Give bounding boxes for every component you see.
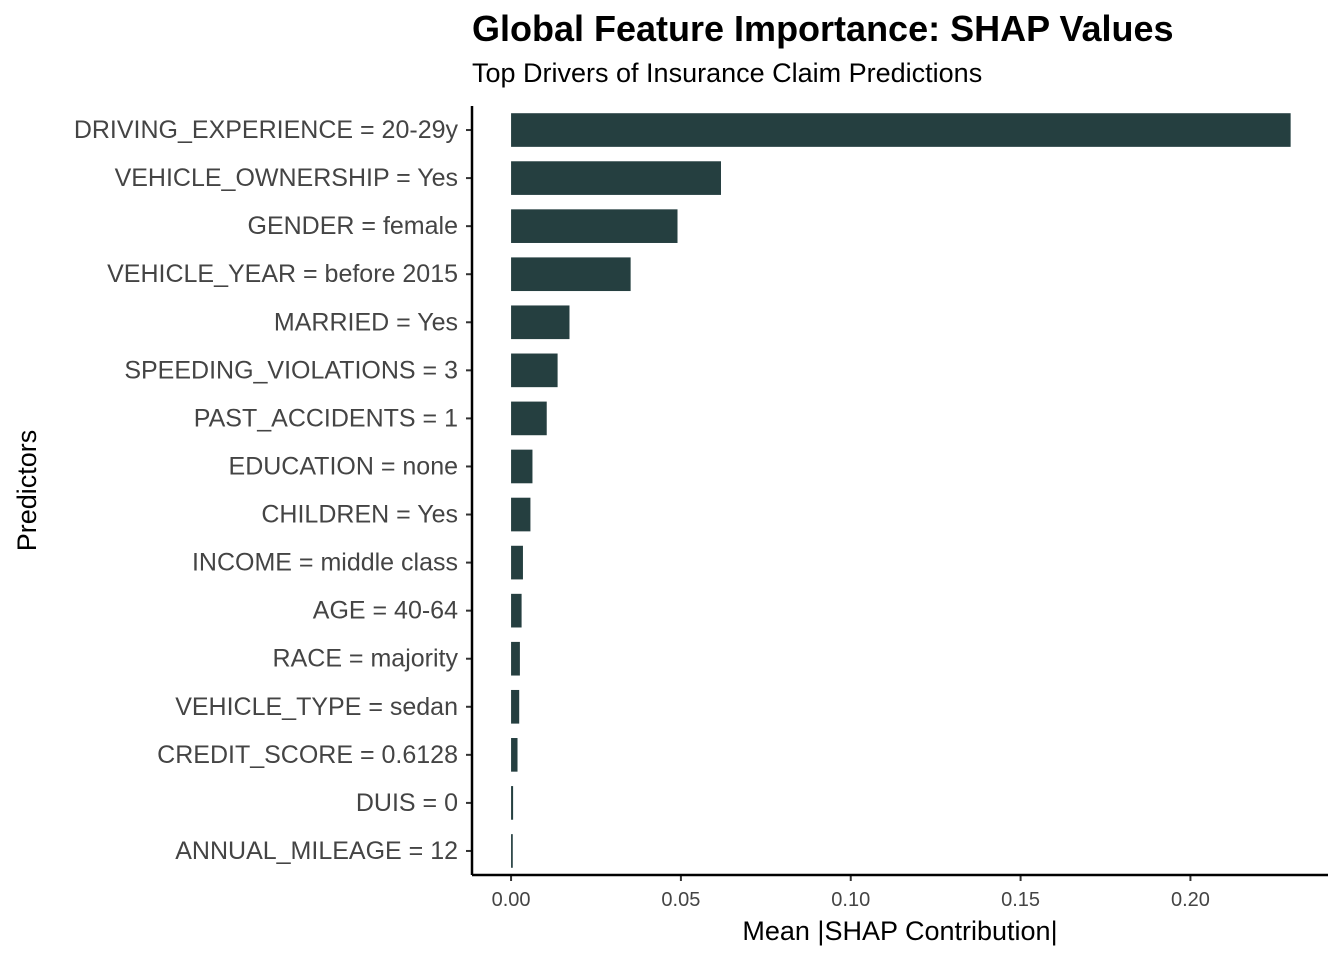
bar — [511, 161, 721, 195]
x-tick-label: 0.15 — [1001, 889, 1040, 911]
bar — [511, 113, 1291, 147]
bar — [511, 593, 522, 628]
y-tick-label: PAST_ACCIDENTS = 1 — [194, 404, 458, 432]
bar — [511, 738, 518, 772]
y-tick-label: ANNUAL_MILEAGE = 12 — [175, 837, 458, 865]
chart-subtitle: Top Drivers of Insurance Claim Predictio… — [472, 58, 983, 88]
x-axis-title: Mean |SHAP Contribution| — [742, 916, 1057, 946]
y-tick-label: MARRIED = Yes — [274, 308, 458, 336]
y-tick-label: AGE = 40-64 — [313, 597, 458, 625]
bar — [511, 786, 514, 820]
chart-title: Global Feature Importance: SHAP Values — [472, 8, 1174, 49]
y-tick-label: CHILDREN = Yes — [261, 501, 458, 529]
bar — [511, 834, 513, 868]
x-tick-label: 0.05 — [661, 889, 700, 911]
x-tick-label: 0.10 — [831, 889, 870, 911]
bar — [511, 353, 558, 388]
y-tick-label: VEHICLE_TYPE = sedan — [175, 693, 458, 721]
y-tick-label: CREDIT_SCORE = 0.6128 — [157, 741, 458, 769]
x-axis-ticks: 0.00 0.05 0.10 0.15 0.20 — [492, 875, 1210, 911]
y-tick-label: RACE = majority — [273, 645, 459, 673]
bars-layer — [511, 113, 1291, 868]
y-tick-label: EDUCATION = none — [229, 452, 458, 480]
y-tick-label: SPEEDING_VIOLATIONS = 3 — [124, 356, 458, 384]
y-tick-label: INCOME = middle class — [192, 549, 458, 577]
y-tick-label: VEHICLE_YEAR = before 2015 — [107, 260, 458, 288]
x-tick-label: 0.20 — [1171, 889, 1210, 911]
bar — [511, 497, 531, 532]
bar — [511, 689, 520, 724]
y-axis-title: Predictors — [12, 430, 42, 552]
bar — [511, 641, 520, 676]
bar — [511, 209, 678, 243]
y-tick-label: DUIS = 0 — [356, 789, 458, 817]
x-tick-label: 0.00 — [492, 889, 531, 911]
bar — [511, 449, 533, 484]
bar — [511, 401, 547, 436]
y-axis-ticks: DRIVING_EXPERIENCE = 20-29y VEHICLE_OWNER… — [74, 116, 472, 865]
y-tick-label: GENDER = female — [248, 212, 459, 240]
y-tick-label: VEHICLE_OWNERSHIP = Yes — [115, 164, 458, 192]
bar — [511, 545, 523, 580]
y-tick-label: DRIVING_EXPERIENCE = 20-29y — [74, 116, 459, 144]
bar — [511, 257, 631, 292]
bar — [511, 305, 570, 340]
